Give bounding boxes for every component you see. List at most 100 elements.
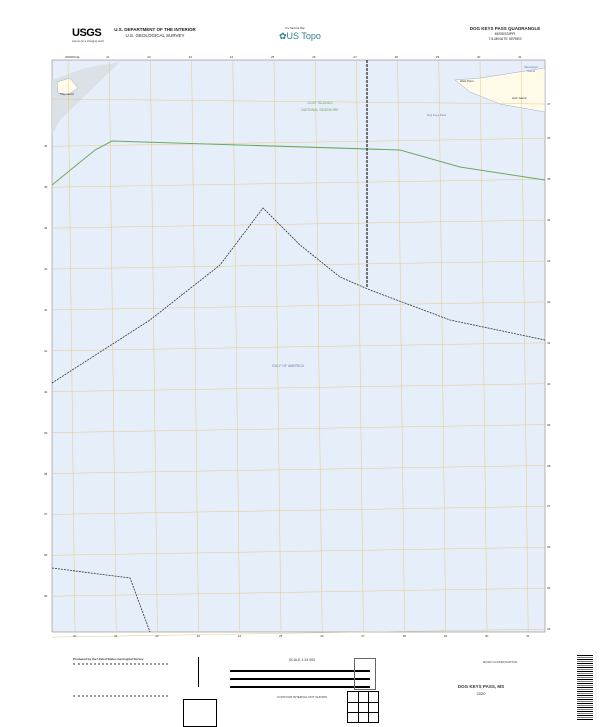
easting-tick-top: 30 xyxy=(477,55,481,59)
grid-line-horizontal xyxy=(51,342,546,352)
product-tagline: The National Map xyxy=(285,27,305,30)
easting-tick-bottom: 28 xyxy=(402,634,406,638)
northing-tick-left: 38 xyxy=(44,471,48,476)
grid-line-horizontal xyxy=(51,219,546,229)
easting-tick-bottom: 21 xyxy=(114,634,118,638)
grid-line-vertical xyxy=(314,59,323,633)
boundary-line-southwest xyxy=(51,567,151,633)
northing-tick-left: 45 xyxy=(44,185,48,190)
easting-tick-bottom: 23 xyxy=(196,634,200,638)
state-locator-map xyxy=(354,658,376,690)
contour-note: CONTOUR INTERVAL NOT SHOWN xyxy=(277,695,327,699)
grid-line-horizontal xyxy=(51,547,546,556)
northing-tick-right: 47 xyxy=(547,102,551,106)
northing-tick-right: 42 xyxy=(547,299,551,304)
northing-tick-right: 36 xyxy=(547,545,551,550)
road-classification: ROAD CLASSIFICATION xyxy=(483,660,517,664)
northing-tick-right: 43 xyxy=(547,259,551,263)
us-topo-logo: ✿US Topo xyxy=(279,31,321,41)
ship-island-label: Ship Island xyxy=(60,92,74,96)
grid-line-horizontal xyxy=(51,383,546,392)
grid-line-horizontal xyxy=(51,260,546,270)
northing-tick-left: 37 xyxy=(44,512,48,517)
northing-tick-right: 39 xyxy=(547,422,551,427)
northing-tick-right: 46 xyxy=(547,136,551,141)
northing-tick-right: 34 xyxy=(547,627,551,632)
easting-tick-bottom: 31 xyxy=(526,634,530,638)
easting-tick-top: 27 xyxy=(353,55,357,59)
easting-tick-bottom: 20 xyxy=(73,634,77,638)
easting-tick-top: 25 xyxy=(271,55,275,59)
dog-keys-label: Dog Keys Pass xyxy=(427,113,447,117)
northing-tick-right: 41 xyxy=(547,340,551,345)
map-year: 2020 xyxy=(476,691,486,696)
northing-tick-right: 38 xyxy=(547,463,551,468)
easting-tick-top: 26 xyxy=(312,55,316,59)
department: U.S. DEPARTMENT OF THE INTERIOR xyxy=(114,27,196,32)
quadrangle-name: DOG KEYS PASS QUADRANGLE xyxy=(469,26,541,31)
grid-line-vertical xyxy=(67,59,76,633)
northing-tick-left: 40 xyxy=(44,389,48,394)
easting-tick-bottom: 22 xyxy=(155,634,159,638)
water-label: GULF OF AMERICA xyxy=(272,364,304,368)
northing-tick-left: 39 xyxy=(44,430,48,435)
grid-line-horizontal xyxy=(51,138,546,147)
easting-tick-bottom: 25 xyxy=(279,634,283,638)
park-label-2: NATIONAL SEASHORE xyxy=(301,108,339,112)
grid-line-horizontal xyxy=(51,98,546,105)
easting-tick-bottom: 30 xyxy=(485,634,489,638)
grid-line-vertical xyxy=(150,59,158,633)
northing-tick-right: 40 xyxy=(547,381,551,386)
series-name: 7.5-MINUTE SERIES xyxy=(488,37,522,41)
park-label: GULF ISLANDS xyxy=(307,101,333,105)
grid-line-horizontal xyxy=(51,178,546,188)
map-title: DOG KEYS PASS, MS xyxy=(457,684,505,689)
northing-tick-right: 37 xyxy=(547,504,551,509)
ship-island xyxy=(56,77,79,96)
grid-line-horizontal xyxy=(51,301,546,311)
barcode xyxy=(577,655,593,721)
declination-diagram xyxy=(180,657,220,727)
northing-tick-left: 35 xyxy=(44,594,48,599)
northing-tick-left: 46 xyxy=(44,144,48,149)
northing-tick-right: 35 xyxy=(547,586,551,591)
grid-line-horizontal xyxy=(51,424,546,433)
easting-tick-top: 23 xyxy=(188,55,192,59)
grid-line-vertical xyxy=(273,59,282,633)
northing-tick-left: 44 xyxy=(44,226,48,231)
northing-tick-left: 36 xyxy=(44,553,48,558)
grid-line-horizontal xyxy=(51,506,546,515)
northing-tick-left: 43 xyxy=(44,267,48,271)
grid-line-vertical xyxy=(479,59,488,633)
easting-tick-top: 29 xyxy=(435,55,440,59)
utm-grid xyxy=(51,59,546,638)
easting-tick-bottom: 27 xyxy=(361,634,365,638)
easting-tick-top: 28 xyxy=(394,55,398,59)
producer-text: Produced by the United States Geological… xyxy=(73,657,144,661)
state-name: MISSISSIPPI xyxy=(494,32,516,36)
easting-tick-top: 300000mE xyxy=(65,55,80,59)
grid-line-horizontal xyxy=(51,587,546,597)
easting-tick-top: 22 xyxy=(147,55,151,59)
easting-tick-top: 21 xyxy=(106,55,110,59)
easting-tick-top: 24 xyxy=(229,55,234,59)
northing-tick-left: 41 xyxy=(44,348,48,353)
grid-line-vertical xyxy=(520,59,529,633)
grid-line-vertical xyxy=(438,59,447,633)
producer-credits: Produced by the United States Geological… xyxy=(73,657,168,697)
grid-line-horizontal xyxy=(51,465,546,474)
horn-island-label: Horn Island xyxy=(512,96,527,100)
easting-tick-bottom: 26 xyxy=(320,634,324,638)
grid-line-vertical xyxy=(108,59,117,633)
usgs-logo: USGS xyxy=(72,27,102,39)
usgs-tagline: science for a changing world xyxy=(72,40,104,43)
northing-tick-right: 44 xyxy=(547,218,551,223)
mississippi-sound-label: Mississippi Sound xyxy=(524,65,538,73)
grid-line-vertical xyxy=(191,59,199,633)
scale-bars xyxy=(230,667,370,694)
grid-line-horizontal xyxy=(51,628,546,638)
us-topo-text: US Topo xyxy=(286,31,321,41)
map-frame xyxy=(51,59,546,633)
survey: U.S. GEOLOGICAL SURVEY xyxy=(125,33,185,38)
